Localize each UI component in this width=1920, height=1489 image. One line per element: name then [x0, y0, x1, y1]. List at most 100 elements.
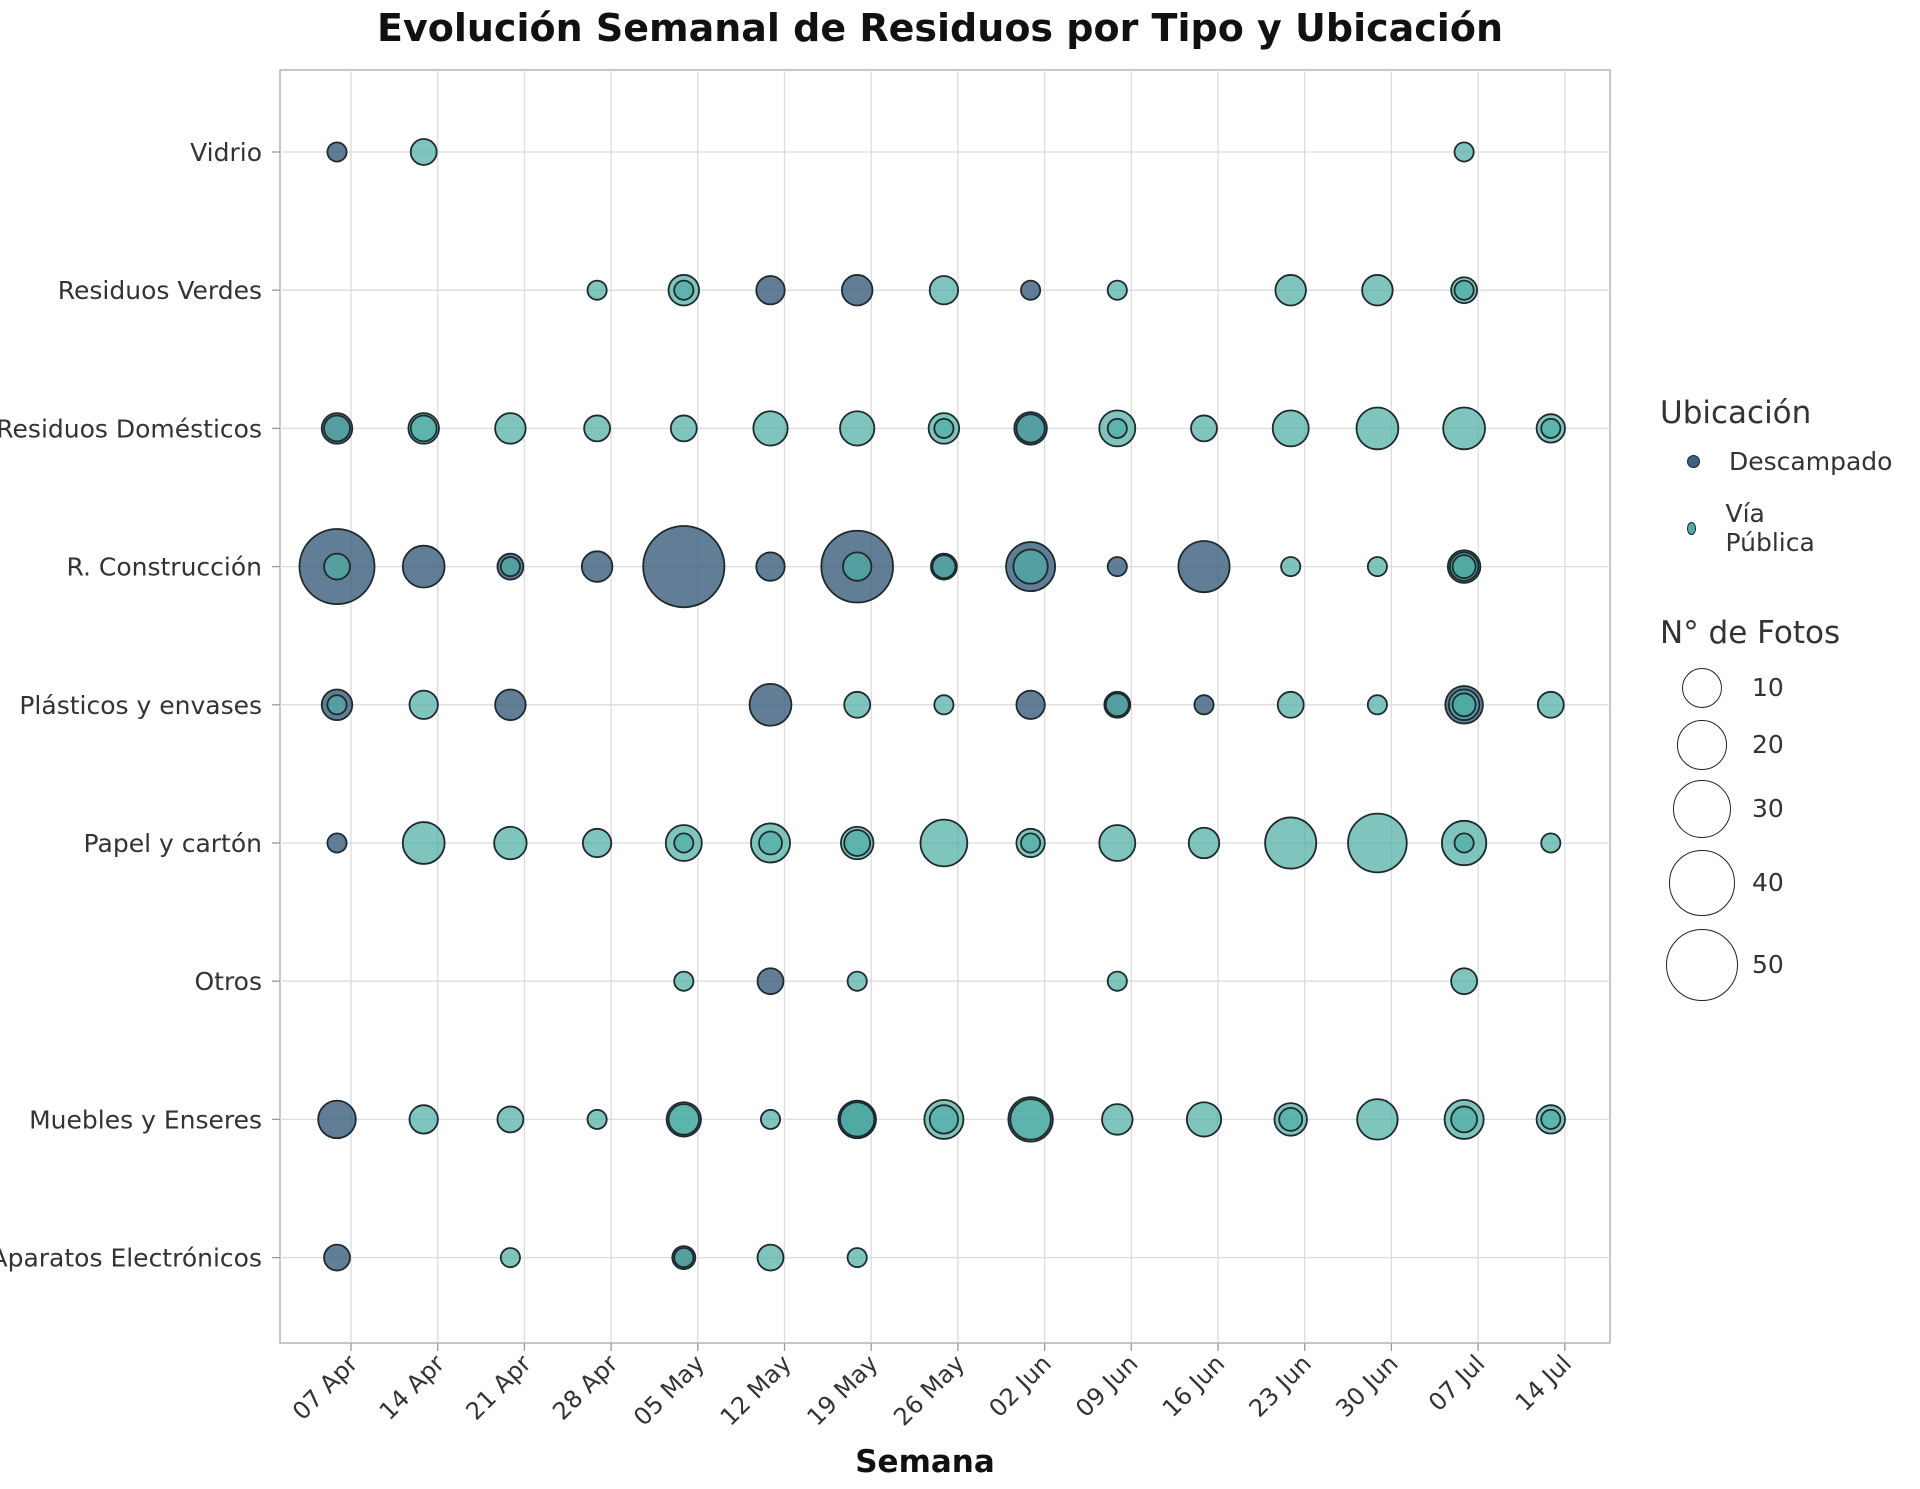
bubble-descampado-residuos-verdes-02-jun [1020, 279, 1042, 301]
bubble-via-publica-muebles-y-enseres-14-apr [408, 1104, 439, 1135]
bubble-via-publica-papel-y-carton-14-apr [401, 821, 446, 865]
bubble-via-publica-otros-19-may [846, 970, 868, 992]
bubble-descampado-r-construccion-16-jun [1177, 540, 1231, 594]
bubble-via-publica-r-construccion-07-jul [1451, 554, 1477, 580]
bubble-via-publica-residuos-domesticos-14-jul [1540, 417, 1562, 439]
size-legend: N° de Fotos 10 20 30 40 50 [1660, 615, 1841, 1002]
bubble-via-publica-residuos-domesticos-14-apr [409, 414, 438, 443]
y-tick-label: Residuos Domésticos [0, 414, 262, 443]
size-legend-item: 50 [1665, 928, 1784, 1002]
color-legend-label: Descampado [1729, 447, 1893, 476]
bubble-via-publica-residuos-domesticos-21-apr [494, 412, 527, 445]
color-legend: Ubicación Descampado Vía Pública [1660, 395, 1892, 557]
x-tick-label: 02 Jun [984, 1349, 1057, 1422]
bubble-descampado-otros-12-may [756, 967, 785, 996]
size-legend-item: 10 [1682, 668, 1784, 708]
bubble-via-publica-papel-y-carton-05-may [673, 832, 695, 854]
bubble-via-publica-residuos-domesticos-23-jun [1271, 409, 1310, 448]
bubble-via-publica-r-construccion-21-apr [499, 556, 521, 578]
bubble-via-publica-papel-y-carton-02-jun [1020, 832, 1042, 854]
bubble-via-publica-r-construccion-07-apr [323, 552, 351, 581]
bubble-via-publica-r-construccion-30-jun [1366, 556, 1388, 578]
bubble-via-publica-vidrio-07-jul [1453, 141, 1475, 163]
bubble-descampado-r-construccion-09-jun [1106, 556, 1128, 578]
size-legend-circle [1669, 850, 1735, 916]
bubble-via-publica-muebles-y-enseres-28-apr [586, 1108, 608, 1130]
size-legend-title: N° de Fotos [1660, 615, 1841, 651]
x-tick-label: 09 Jun [1070, 1349, 1143, 1422]
bubble-via-publica-muebles-y-enseres-26-may [928, 1104, 960, 1135]
size-legend-label: 40 [1751, 867, 1784, 897]
size-legend-circle [1673, 780, 1731, 838]
bubble-descampado-r-construccion-05-may [642, 525, 726, 609]
x-tick-label: 30 Jun [1330, 1349, 1403, 1422]
bubble-via-publica-otros-07-jul [1450, 967, 1478, 996]
bubble-via-publica-residuos-verdes-28-apr [586, 279, 608, 301]
bubble-via-publica-muebles-y-enseres-16-jun [1185, 1101, 1223, 1138]
bubble-descampado-r-construccion-14-apr [401, 544, 446, 589]
bubble-via-publica-aparatos-electronicos-12-may [756, 1243, 785, 1272]
bubble-via-publica-residuos-verdes-07-jul [1453, 279, 1475, 301]
bubble-descampado-vidrio-07-apr [326, 141, 348, 163]
chart-title: Evolución Semanal de Residuos por Tipo y… [377, 6, 1503, 50]
bubble-via-publica-residuos-domesticos-07-jul [1442, 406, 1486, 451]
bubble-descampado-plasticos-y-envases-02-jun [1015, 689, 1046, 720]
axes: 07 Apr 14 Apr 21 Apr 28 Apr 05 May 12 May 19 M… [0, 138, 1577, 1480]
bubble-via-publica-papel-y-carton-07-jul [1453, 832, 1475, 854]
bubble-via-publica-r-construccion-02-jun [1012, 548, 1049, 585]
bubble-via-publica-muebles-y-enseres-23-jun [1278, 1106, 1304, 1132]
x-tick-label: 07 Jul [1423, 1349, 1490, 1416]
bubble-via-publica-papel-y-carton-09-jun [1098, 824, 1137, 862]
bubble-via-publica-residuos-domesticos-30-jun [1355, 406, 1400, 451]
bubble-via-publica-plasticos-y-envases-14-apr [408, 689, 439, 720]
bubble-via-publica-muebles-y-enseres-05-may [667, 1103, 700, 1136]
bubble-via-publica-residuos-domesticos-19-may [839, 410, 876, 447]
bubble-via-publica-residuos-domesticos-28-apr [583, 414, 611, 443]
bubble-via-publica-residuos-verdes-26-may [928, 275, 960, 306]
bubble-via-publica-plasticos-y-envases-26-may [933, 694, 955, 716]
y-tick-label: Vidrio [190, 138, 262, 167]
bubble-descampado-residuos-verdes-12-may [755, 275, 786, 306]
bubble-via-publica-papel-y-carton-23-jun [1264, 816, 1318, 870]
x-tick-label: 26 May [888, 1349, 970, 1431]
color-legend-title: Ubicación [1660, 395, 1812, 431]
bubble-via-publica-muebles-y-enseres-07-jul [1450, 1105, 1478, 1134]
bubble-via-publica-papel-y-carton-19-may [843, 829, 872, 857]
bubble-via-publica-muebles-y-enseres-21-apr [496, 1105, 525, 1134]
bubble-descampado-muebles-y-enseres-07-apr [317, 1099, 357, 1140]
size-legend-item: 40 [1669, 850, 1784, 916]
x-tick-label: 28 Apr [547, 1349, 623, 1425]
bubble-via-publica-residuos-domesticos-07-apr [323, 414, 351, 443]
bubble-via-publica-papel-y-carton-28-apr [581, 827, 613, 859]
bubble-via-publica-papel-y-carton-21-apr [493, 825, 528, 861]
bubble-via-publica-aparatos-electronicos-19-may [846, 1247, 868, 1269]
y-tick-label: Residuos Verdes [58, 276, 262, 305]
bubble-via-publica-papel-y-carton-16-jun [1187, 826, 1221, 860]
bubble-via-publica-muebles-y-enseres-12-may [760, 1108, 782, 1130]
bubble-via-publica-plasticos-y-envases-14-jul [1536, 690, 1565, 719]
x-tick-label: 07 Apr [287, 1349, 363, 1425]
size-legend-label: 10 [1752, 673, 1784, 702]
bubble-via-publica-residuos-domesticos-26-may [933, 417, 955, 439]
bubble-via-publica-muebles-y-enseres-14-jul [1540, 1108, 1562, 1130]
bubble-via-publica-muebles-y-enseres-19-may [839, 1101, 876, 1138]
bubble-descampado-papel-y-carton-07-apr [326, 832, 348, 854]
plot-panel-border [279, 69, 1611, 1344]
bubble-via-publica-plasticos-y-envases-19-may [843, 690, 872, 719]
y-tick-label: Plásticos y envases [19, 691, 262, 720]
bubble-via-publica-papel-y-carton-26-may [919, 818, 969, 868]
bubble-via-publica-muebles-y-enseres-30-jun [1356, 1098, 1399, 1141]
color-legend-item-via-publica: Vía Pública [1687, 499, 1818, 557]
bubble-via-publica-aparatos-electronicos-21-apr [499, 1247, 521, 1269]
color-legend-swatch [1687, 521, 1697, 535]
bubble-via-publica-residuos-domesticos-05-may [669, 414, 698, 443]
bubble-via-publica-plasticos-y-envases-30-jun [1366, 694, 1388, 716]
bubble-via-publica-otros-09-jun [1106, 970, 1128, 992]
bubble-via-publica-residuos-verdes-05-may [673, 279, 695, 301]
bubble-via-publica-residuos-domesticos-09-jun [1106, 417, 1128, 439]
bubble-via-publica-plasticos-y-envases-07-jul [1451, 692, 1477, 718]
bubble-descampado-aparatos-electronicos-07-apr [323, 1243, 351, 1272]
size-legend-item: 30 [1673, 780, 1784, 838]
x-tick-label: 23 Jun [1244, 1349, 1317, 1422]
